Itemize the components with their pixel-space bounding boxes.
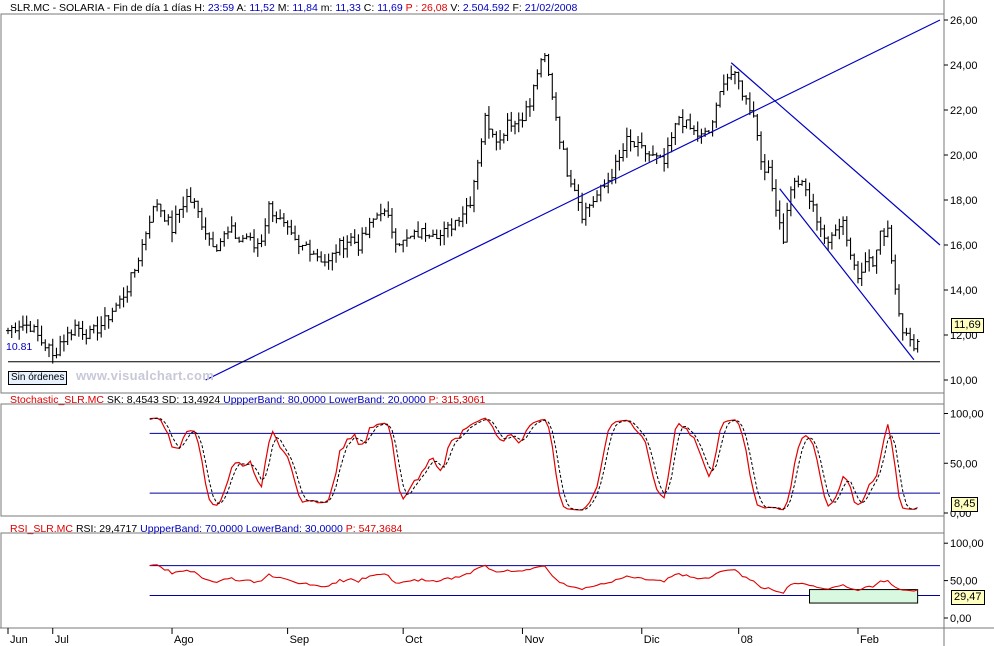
stoch-ytick-label: 50,00 — [950, 458, 978, 470]
h-label: H: — [194, 2, 205, 14]
month-label: Dic — [644, 634, 660, 646]
price-panel-frame — [0, 13, 945, 394]
rsi-ytick-label: 50,00 — [950, 576, 978, 588]
last-stoch-box: 8,45 — [951, 497, 979, 512]
stoch-name: Stochastic_SLR.MC — [10, 394, 104, 406]
mn-value: 11,33 — [335, 2, 361, 14]
sk-label: SK: — [106, 394, 124, 406]
stoch-k-line — [149, 417, 918, 511]
rsi-highlight-box — [809, 589, 919, 604]
f-value: 21/02/2008 — [524, 2, 578, 14]
rsi-lb-label: LowerBand: — [245, 523, 302, 535]
symbol-label: SLR.MC - SOLARIA - Fin de día 1 días — [10, 2, 192, 14]
month-label: 08 — [741, 634, 753, 646]
month-label: Oct — [405, 634, 422, 646]
rising-trendline — [205, 19, 941, 381]
price-ytick-label: 18,00 — [950, 195, 978, 207]
rsi-value: 29,4717 — [99, 523, 138, 535]
v-value: 2.504.592 — [462, 2, 510, 14]
stoch-ytick-label: 100,00 — [950, 409, 984, 421]
price-ytick-label: 26,00 — [950, 15, 978, 27]
p-value: 26,08 — [421, 2, 448, 14]
rsi-line — [149, 564, 918, 594]
a-label: A: — [236, 2, 247, 14]
h-value: 23:59 — [207, 2, 235, 14]
a-value: 11,52 — [249, 2, 275, 14]
rsi-ub-label: UppperBand: — [140, 523, 203, 535]
rsi-ytick-label: 0,00 — [950, 613, 971, 625]
mn-label: m: — [320, 2, 333, 14]
stoch-panel-frame — [0, 403, 945, 517]
rsi-p-label: P: — [345, 523, 356, 535]
sk-value: 8,4543 — [126, 394, 159, 406]
price-ytick-label: 14,00 — [950, 285, 978, 297]
no-orders-tag[interactable]: Sin órdenes — [8, 371, 68, 385]
month-label: Nov — [524, 634, 544, 646]
price-ytick-label: 12,00 — [950, 330, 978, 342]
stoch-ub-value: 80,0000 — [287, 394, 326, 406]
stoch-header: Stochastic_SLR.MC SK: 8,4543 SD: 13,4924… — [10, 394, 485, 406]
rsi-ub-value: 70,0000 — [204, 523, 243, 535]
m-label: M: — [277, 2, 290, 14]
month-label: Feb — [860, 634, 879, 646]
c-label: C: — [363, 2, 375, 14]
month-label: Jun — [10, 634, 28, 646]
month-label: Ago — [174, 634, 194, 646]
channel-upper-line — [730, 62, 941, 246]
f-label: F: — [512, 2, 522, 14]
rsi-name: RSI_SLR.MC — [10, 523, 74, 535]
rsi-ytick-label: 100,00 — [950, 538, 984, 550]
price-ytick-label: 20,00 — [950, 150, 978, 162]
c-value: 11,69 — [377, 2, 403, 14]
stoch-p-value: 315,3061 — [441, 394, 486, 406]
rsi-panel-frame — [0, 532, 945, 629]
channel-lower-line — [779, 188, 915, 361]
price-ytick-label: 10,00 — [950, 375, 978, 387]
rsi-lb-value: 30,0000 — [304, 523, 343, 535]
stoch-lb-value: 20,0000 — [387, 394, 426, 406]
v-label: V: — [450, 2, 460, 14]
rsi-p-value: 547,3684 — [358, 523, 403, 535]
price-ytick-label: 24,00 — [950, 60, 978, 72]
last-rsi-box: 29,47 — [951, 590, 985, 605]
stoch-d-line — [149, 417, 918, 511]
m-value: 11,84 — [292, 2, 318, 14]
stoch-lb-label: LowerBand: — [328, 394, 385, 406]
stoch-p-label: P: — [428, 394, 439, 406]
stoch-ub-label: UppperBand: — [223, 394, 285, 406]
p-label: P : — [405, 2, 419, 14]
rsi-header: RSI_SLR.MC RSI: 29,4717 UppperBand: 70,0… — [10, 523, 402, 535]
support-level-label: 10.81 — [6, 341, 33, 353]
sd-value: 13,4924 — [182, 394, 221, 406]
price-ytick-label: 22,00 — [950, 105, 978, 117]
sd-label: SD: — [161, 394, 180, 406]
last-price-box: 11,69 — [951, 318, 984, 333]
month-label: Sep — [290, 634, 310, 646]
watermark: www.visualchart.com — [76, 368, 215, 383]
rsi-label: RSI: — [75, 523, 97, 535]
price-ytick-label: 16,00 — [950, 240, 978, 252]
price-header: SLR.MC - SOLARIA - Fin de día 1 días H: … — [10, 2, 577, 14]
month-label: Jul — [55, 634, 69, 646]
